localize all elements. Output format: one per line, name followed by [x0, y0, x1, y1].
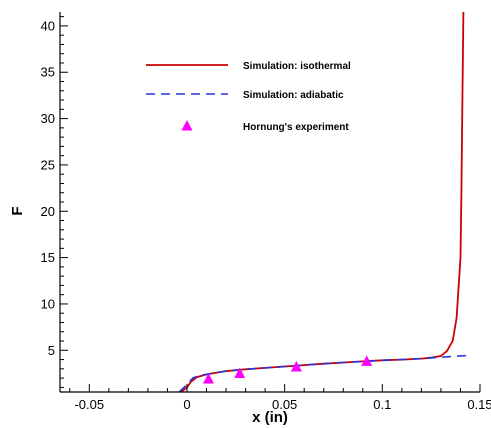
- x-tick-label: 0.15: [467, 397, 491, 412]
- legend-label: Simulation: isothermal: [243, 61, 351, 72]
- experiment-point: [202, 373, 214, 384]
- x-axis-title: x (in): [252, 409, 288, 426]
- y-axis-title: F: [9, 206, 26, 215]
- y-tick-label: 15: [41, 250, 55, 265]
- series-adiabatic-line: [178, 354, 471, 392]
- x-tick-label: 0.1: [373, 397, 391, 412]
- x-tick-label: -0.05: [74, 397, 104, 412]
- y-tick-label: 30: [41, 111, 55, 126]
- x-tick-label: 0: [183, 397, 190, 412]
- legend-label: Simulation: adiabatic: [243, 90, 344, 101]
- x-tick-label: 0.05: [272, 397, 297, 412]
- y-tick-label: 10: [41, 296, 55, 311]
- experiment-point: [290, 360, 302, 372]
- y-tick-label: 20: [41, 204, 55, 219]
- legend-label: Hornung's experiment: [243, 122, 349, 133]
- experiment-point: [361, 355, 373, 366]
- experiment-point: [234, 367, 246, 378]
- y-tick-label: 40: [41, 18, 55, 33]
- y-tick-label: 35: [41, 65, 55, 80]
- y-tick-label: 25: [41, 157, 55, 172]
- y-tick-label: 5: [48, 343, 55, 358]
- legend-experiment-swatch: [181, 120, 193, 131]
